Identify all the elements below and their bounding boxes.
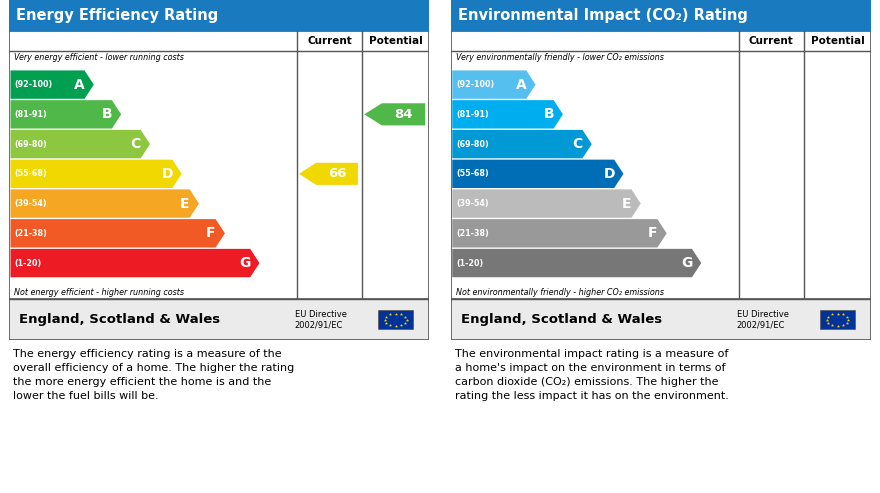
Polygon shape [452,70,536,99]
Text: C: C [130,137,141,151]
Polygon shape [452,100,563,129]
Text: (81-91): (81-91) [457,110,489,119]
Text: EU Directive
2002/91/EC: EU Directive 2002/91/EC [737,310,788,329]
Polygon shape [452,160,623,188]
Text: Not environmentally friendly - higher CO₂ emissions: Not environmentally friendly - higher CO… [456,287,664,297]
Text: Not energy efficient - higher running costs: Not energy efficient - higher running co… [14,287,184,297]
Text: B: B [543,107,554,121]
Polygon shape [452,189,641,218]
Text: Potential: Potential [810,36,864,46]
Text: Current: Current [749,36,794,46]
Text: (81-91): (81-91) [15,110,48,119]
Text: Current: Current [307,36,352,46]
Polygon shape [11,219,225,247]
Text: (39-54): (39-54) [15,199,48,208]
Text: EU Directive
2002/91/EC: EU Directive 2002/91/EC [295,310,347,329]
Polygon shape [452,219,667,247]
Polygon shape [11,160,181,188]
Text: Very environmentally friendly - lower CO₂ emissions: Very environmentally friendly - lower CO… [456,53,664,62]
Polygon shape [11,70,94,99]
Text: 66: 66 [327,167,347,180]
Text: (21-38): (21-38) [457,229,489,238]
Polygon shape [452,249,701,277]
Polygon shape [11,189,199,218]
Text: 84: 84 [394,108,413,121]
Bar [9,299,429,340]
Text: F: F [648,226,657,240]
Text: Very energy efficient - lower running costs: Very energy efficient - lower running co… [14,53,184,62]
Text: (55-68): (55-68) [15,169,48,178]
Text: (92-100): (92-100) [15,80,53,89]
Polygon shape [11,249,260,277]
Text: (21-38): (21-38) [15,229,48,238]
Bar [451,299,871,340]
Text: (69-80): (69-80) [457,140,489,148]
Polygon shape [364,103,425,125]
Text: A: A [516,77,526,92]
Text: D: D [604,167,615,181]
Text: G: G [681,256,693,270]
Text: E: E [180,197,189,211]
Text: England, Scotland & Wales: England, Scotland & Wales [19,313,221,326]
Text: (55-68): (55-68) [457,169,489,178]
Text: (1-20): (1-20) [15,258,42,268]
Polygon shape [11,100,121,129]
Text: G: G [239,256,251,270]
Text: Potential: Potential [369,36,422,46]
Polygon shape [452,130,591,158]
Text: D: D [162,167,173,181]
Text: The environmental impact rating is a measure of
a home's impact on the environme: The environmental impact rating is a mea… [455,350,729,401]
Bar [820,310,855,329]
Text: The energy efficiency rating is a measure of the
overall efficiency of a home. T: The energy efficiency rating is a measur… [13,350,294,401]
Text: A: A [74,77,84,92]
Text: (92-100): (92-100) [457,80,495,89]
Text: Energy Efficiency Rating: Energy Efficiency Rating [17,8,218,23]
Text: (1-20): (1-20) [457,258,484,268]
Polygon shape [299,163,358,185]
Text: C: C [572,137,583,151]
Text: England, Scotland & Wales: England, Scotland & Wales [461,313,663,326]
Text: (39-54): (39-54) [457,199,489,208]
Bar [451,0,871,31]
Text: Environmental Impact (CO₂) Rating: Environmental Impact (CO₂) Rating [458,8,748,23]
Bar [378,310,414,329]
Text: B: B [101,107,112,121]
Bar [9,0,429,31]
Polygon shape [11,130,150,158]
Text: E: E [621,197,631,211]
Text: F: F [206,226,216,240]
Text: (69-80): (69-80) [15,140,48,148]
